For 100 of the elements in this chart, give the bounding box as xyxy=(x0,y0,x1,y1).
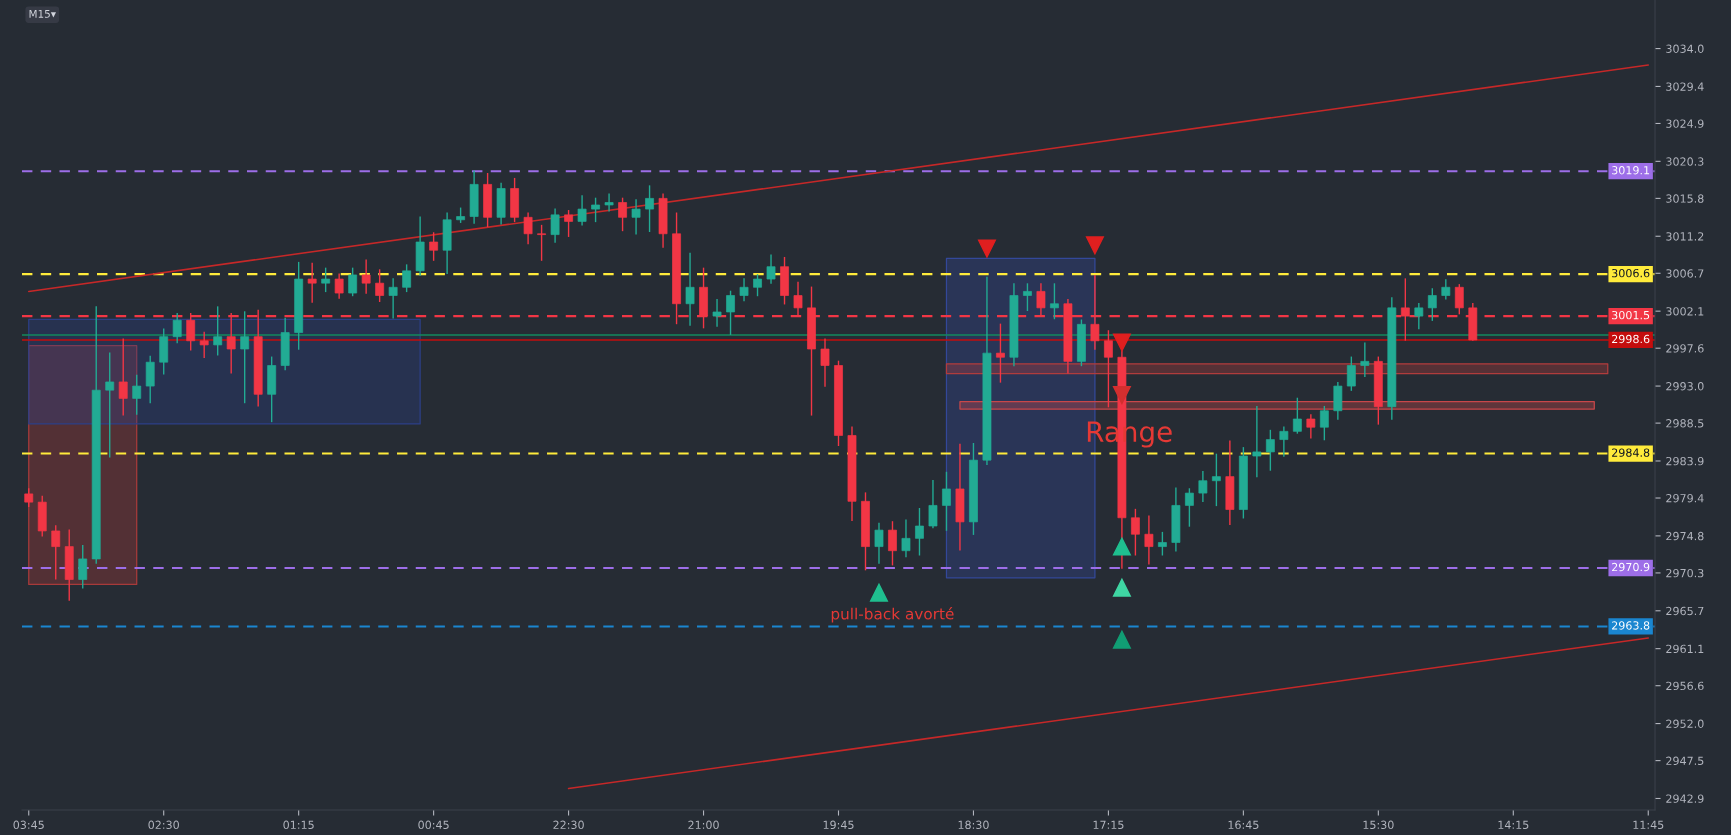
candlestick xyxy=(888,521,897,566)
y-tick-label: 2979.4 xyxy=(1666,493,1704,503)
candlestick xyxy=(726,290,735,335)
candlestick xyxy=(820,338,830,387)
y-tick-label: 2942.9 xyxy=(1666,794,1704,803)
candlestick xyxy=(874,522,884,564)
candlestick xyxy=(1319,405,1329,441)
candlestick xyxy=(388,278,398,319)
candlestick xyxy=(1104,330,1113,408)
candlestick xyxy=(172,312,182,344)
candlestick xyxy=(1252,405,1262,478)
candlestick xyxy=(1050,283,1059,320)
y-tick-label: 3015.8 xyxy=(1666,194,1704,203)
y-tick-label: 2997.6 xyxy=(1666,344,1704,353)
candlestick xyxy=(591,197,600,223)
candlestick xyxy=(1144,515,1154,565)
candlestick xyxy=(1184,488,1194,527)
candlestick xyxy=(928,480,938,529)
candlestick xyxy=(1131,508,1140,556)
candlestick xyxy=(604,193,614,212)
point xyxy=(1085,236,1104,255)
y-tick-label: 3034.0 xyxy=(1666,44,1704,53)
x-tick-label: 00:45 xyxy=(418,820,449,830)
candlestick xyxy=(1211,453,1221,507)
y-tick-label: 3002.1 xyxy=(1666,307,1704,316)
candlestick xyxy=(766,254,776,284)
candlestick xyxy=(1306,414,1316,439)
candlestick xyxy=(1454,284,1464,315)
x-tick-label: 18:30 xyxy=(958,820,989,830)
annotation: M15▾ xyxy=(29,10,56,18)
candlestick xyxy=(199,331,209,358)
y-tick-label: 2970.3 xyxy=(1666,568,1704,578)
x-tick-label: 17:15 xyxy=(1093,820,1124,830)
candlestick xyxy=(1198,470,1208,503)
y-tick-label: 2988.5 xyxy=(1666,419,1704,428)
candlestick xyxy=(1441,279,1451,300)
candlestick xyxy=(321,267,331,293)
candlestick xyxy=(307,262,317,303)
candlestick xyxy=(564,210,573,237)
point xyxy=(1112,537,1131,556)
y-tick-label: 2965.7 xyxy=(1666,606,1704,616)
candlestick xyxy=(685,252,695,326)
candlestick xyxy=(1023,283,1032,312)
candlestick xyxy=(537,224,546,261)
y-tick-label: 2952.0 xyxy=(1666,719,1704,728)
x-tick-label: 15:30 xyxy=(1363,820,1394,830)
ref-line-label: 2998.6 xyxy=(1612,334,1650,344)
annotation: pull-back avorté xyxy=(831,607,954,623)
candlestick xyxy=(51,525,61,580)
candlestick xyxy=(240,311,250,404)
x-tick-label: 02:30 xyxy=(148,820,179,830)
candlestick xyxy=(901,519,911,558)
y-tick-label: 3011.2 xyxy=(1666,232,1704,241)
candlestick xyxy=(1427,288,1437,321)
candlestick xyxy=(739,278,749,302)
x-tick-label: 22:30 xyxy=(553,820,584,830)
candlestick xyxy=(213,306,223,356)
ref-line-label: 2984.8 xyxy=(1612,448,1650,457)
candlestick xyxy=(915,508,924,556)
candlestick xyxy=(105,352,115,458)
candlestick xyxy=(429,232,439,261)
candlestick xyxy=(361,259,371,294)
y-tick-label: 3024.9 xyxy=(1666,119,1704,128)
candlestick xyxy=(145,355,155,404)
x-tick-label: 16:45 xyxy=(1228,820,1259,830)
x-tick-label: 11:45 xyxy=(1633,820,1664,830)
point xyxy=(977,239,996,258)
candlestick xyxy=(118,338,128,416)
candlestick xyxy=(712,298,722,327)
x-tick-label: 19:45 xyxy=(823,820,854,830)
candlestick xyxy=(618,197,627,232)
ref-line-label: 3019.1 xyxy=(1612,166,1650,175)
x-tick-label: 14:15 xyxy=(1498,820,1529,830)
candlestick xyxy=(132,374,142,415)
point xyxy=(1112,630,1131,649)
candlestick xyxy=(753,274,762,297)
ref-line-label: 2970.9 xyxy=(1612,562,1650,572)
ref-line-label: 2963.8 xyxy=(1612,621,1650,630)
candlestick xyxy=(645,185,654,233)
ref-line-label: 3006.6 xyxy=(1612,268,1650,278)
y-tick-label: 2993.0 xyxy=(1666,382,1704,391)
point xyxy=(1112,333,1131,352)
point xyxy=(869,583,889,602)
candlestick xyxy=(375,269,385,302)
candlestick xyxy=(1158,531,1167,556)
candlestick xyxy=(348,267,358,297)
candlestick xyxy=(402,264,412,293)
point xyxy=(1112,578,1131,597)
candlestick xyxy=(996,323,1005,383)
candlestick xyxy=(1414,303,1424,330)
candlestick xyxy=(550,208,560,243)
y-tick-label: 2983.9 xyxy=(1666,456,1704,466)
y-tick-label: 2974.8 xyxy=(1666,531,1704,541)
point xyxy=(1112,386,1131,405)
candlestick xyxy=(1265,429,1275,471)
candlestick xyxy=(1279,426,1289,457)
ref-line-label: 3001.5 xyxy=(1612,310,1650,320)
y-tick-label: 3006.7 xyxy=(1666,269,1704,278)
candlestick xyxy=(1346,356,1356,391)
y-tick-label: 3029.4 xyxy=(1666,82,1704,91)
